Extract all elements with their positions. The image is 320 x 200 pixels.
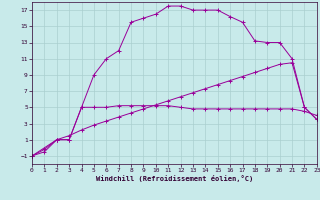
X-axis label: Windchill (Refroidissement éolien,°C): Windchill (Refroidissement éolien,°C) <box>96 175 253 182</box>
